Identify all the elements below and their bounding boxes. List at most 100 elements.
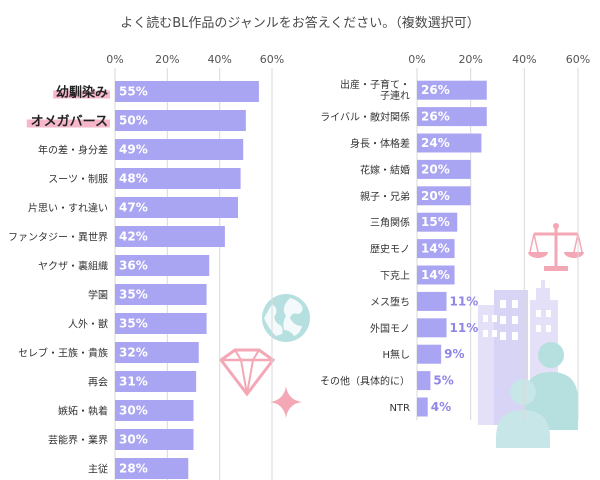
- right-bar-chart: 0% 20% 40% 60% 出産・子育て・子連れ 26% ライバル・敵対関係 26% 身長・体…: [320, 53, 590, 421]
- sparkle-icon: [270, 386, 302, 418]
- data-label: 55%: [119, 85, 148, 99]
- data-label: 15%: [421, 215, 450, 229]
- data-label: 28%: [119, 462, 148, 476]
- category-label: 外国モノ: [370, 323, 410, 335]
- bar: [115, 226, 225, 247]
- category-label: 主従: [88, 463, 108, 476]
- bar: [115, 313, 207, 334]
- bar: [417, 133, 482, 153]
- category-label: メス堕ち: [370, 295, 410, 308]
- bar: [115, 284, 207, 305]
- data-label: 26%: [421, 83, 450, 97]
- bar: [417, 107, 487, 127]
- category-label: 人外・獣: [68, 318, 108, 331]
- tick-label: 60%: [566, 53, 590, 66]
- category-label: 身長・体格差: [350, 137, 410, 150]
- category-label: ヤクザ・裏組織: [38, 260, 108, 273]
- bar: [115, 342, 199, 363]
- bar: [417, 159, 471, 179]
- category-label: 下克上: [380, 270, 410, 282]
- left-bar-chart: 0% 20% 40% 60% 幼馴染み 55% オメガバース 50% 年の差・身分差 49% スーツ…: [8, 53, 284, 480]
- category-label: 歴史モノ: [370, 244, 410, 256]
- data-label: 14%: [421, 242, 450, 256]
- data-label: 30%: [119, 404, 148, 418]
- category-label: その他（具体的に）: [320, 375, 410, 388]
- data-label: 14%: [421, 268, 450, 282]
- highlight-marker: [26, 119, 110, 128]
- bar: [115, 255, 210, 276]
- category-label: 再会: [88, 376, 108, 389]
- category-label: H無し: [382, 348, 410, 361]
- data-label: 30%: [119, 433, 148, 447]
- tick-label: 60%: [260, 53, 284, 66]
- tick-label: 0%: [106, 53, 123, 66]
- data-label: 48%: [119, 172, 148, 186]
- data-label: 11%: [450, 294, 479, 308]
- bar: [417, 344, 442, 364]
- category-label: 三角関係: [370, 217, 410, 229]
- data-label: 35%: [119, 317, 148, 331]
- bar: [115, 139, 244, 160]
- data-label: 5%: [433, 374, 453, 388]
- data-label: 26%: [421, 110, 450, 124]
- bar: [115, 110, 246, 131]
- people-icon: [496, 342, 578, 448]
- bar: [115, 458, 189, 479]
- data-label: 47%: [119, 201, 148, 215]
- category-label: 出産・子育て・子連れ: [340, 78, 410, 102]
- data-label: 42%: [119, 230, 148, 244]
- data-label: 35%: [119, 288, 148, 302]
- bar: [115, 81, 259, 102]
- category-label: 幼馴染み: [56, 85, 108, 101]
- data-label: 24%: [421, 136, 450, 150]
- bar: [417, 80, 487, 100]
- tick-label: 40%: [512, 53, 536, 66]
- category-label: ライバル・敵対関係: [320, 111, 410, 124]
- bar: [115, 168, 241, 189]
- data-label: 31%: [119, 375, 148, 389]
- data-label: 4%: [431, 400, 451, 414]
- category-label: セレブ・王族・貴族: [18, 347, 108, 360]
- category-label: オメガバース: [31, 115, 108, 130]
- category-label: 年の差・身分差: [38, 144, 108, 157]
- category-label: 花嫁・結婚: [360, 163, 410, 176]
- data-label: 20%: [421, 162, 450, 176]
- bar: [417, 291, 447, 311]
- bar: [417, 265, 455, 285]
- globe-icon: [262, 294, 310, 342]
- bar: [115, 197, 238, 218]
- bar: [115, 400, 194, 421]
- category-label: スーツ・制服: [48, 173, 108, 186]
- tick-label: 0%: [408, 53, 425, 66]
- category-label: 芸能界・業界: [48, 434, 108, 447]
- bar: [417, 318, 447, 338]
- bar: [417, 212, 458, 232]
- diamond-icon: [218, 348, 276, 397]
- category-label: NTR: [389, 403, 410, 414]
- scales-icon: [528, 223, 584, 271]
- category-label-line: 子連れ: [380, 89, 410, 102]
- category-label: ファンタジー・異世界: [8, 232, 108, 244]
- data-label: 9%: [444, 347, 464, 361]
- data-label: 50%: [119, 114, 148, 128]
- data-label: 32%: [119, 346, 148, 360]
- bar: [115, 429, 194, 450]
- data-label: 11%: [450, 321, 479, 335]
- category-label: 片思い・すれ違い: [28, 202, 108, 215]
- category-label: 親子・兄弟: [360, 190, 410, 203]
- tick-label: 20%: [155, 53, 179, 66]
- bar: [417, 239, 455, 259]
- category-label: 学園: [88, 289, 108, 302]
- data-label: 36%: [119, 259, 148, 273]
- tick-label: 20%: [458, 53, 482, 66]
- chart-title: よく読むBL作品のジャンルをお答えください。（複数選択可）: [120, 15, 480, 31]
- bar: [115, 371, 197, 392]
- category-label: 嫉妬・執着: [58, 405, 108, 418]
- data-label: 49%: [119, 143, 148, 157]
- category-label-line: 出産・子育て・: [340, 78, 410, 91]
- highlight-marker: [53, 90, 110, 99]
- data-label: 20%: [421, 189, 450, 203]
- tick-label: 40%: [207, 53, 231, 66]
- bar: [417, 186, 471, 206]
